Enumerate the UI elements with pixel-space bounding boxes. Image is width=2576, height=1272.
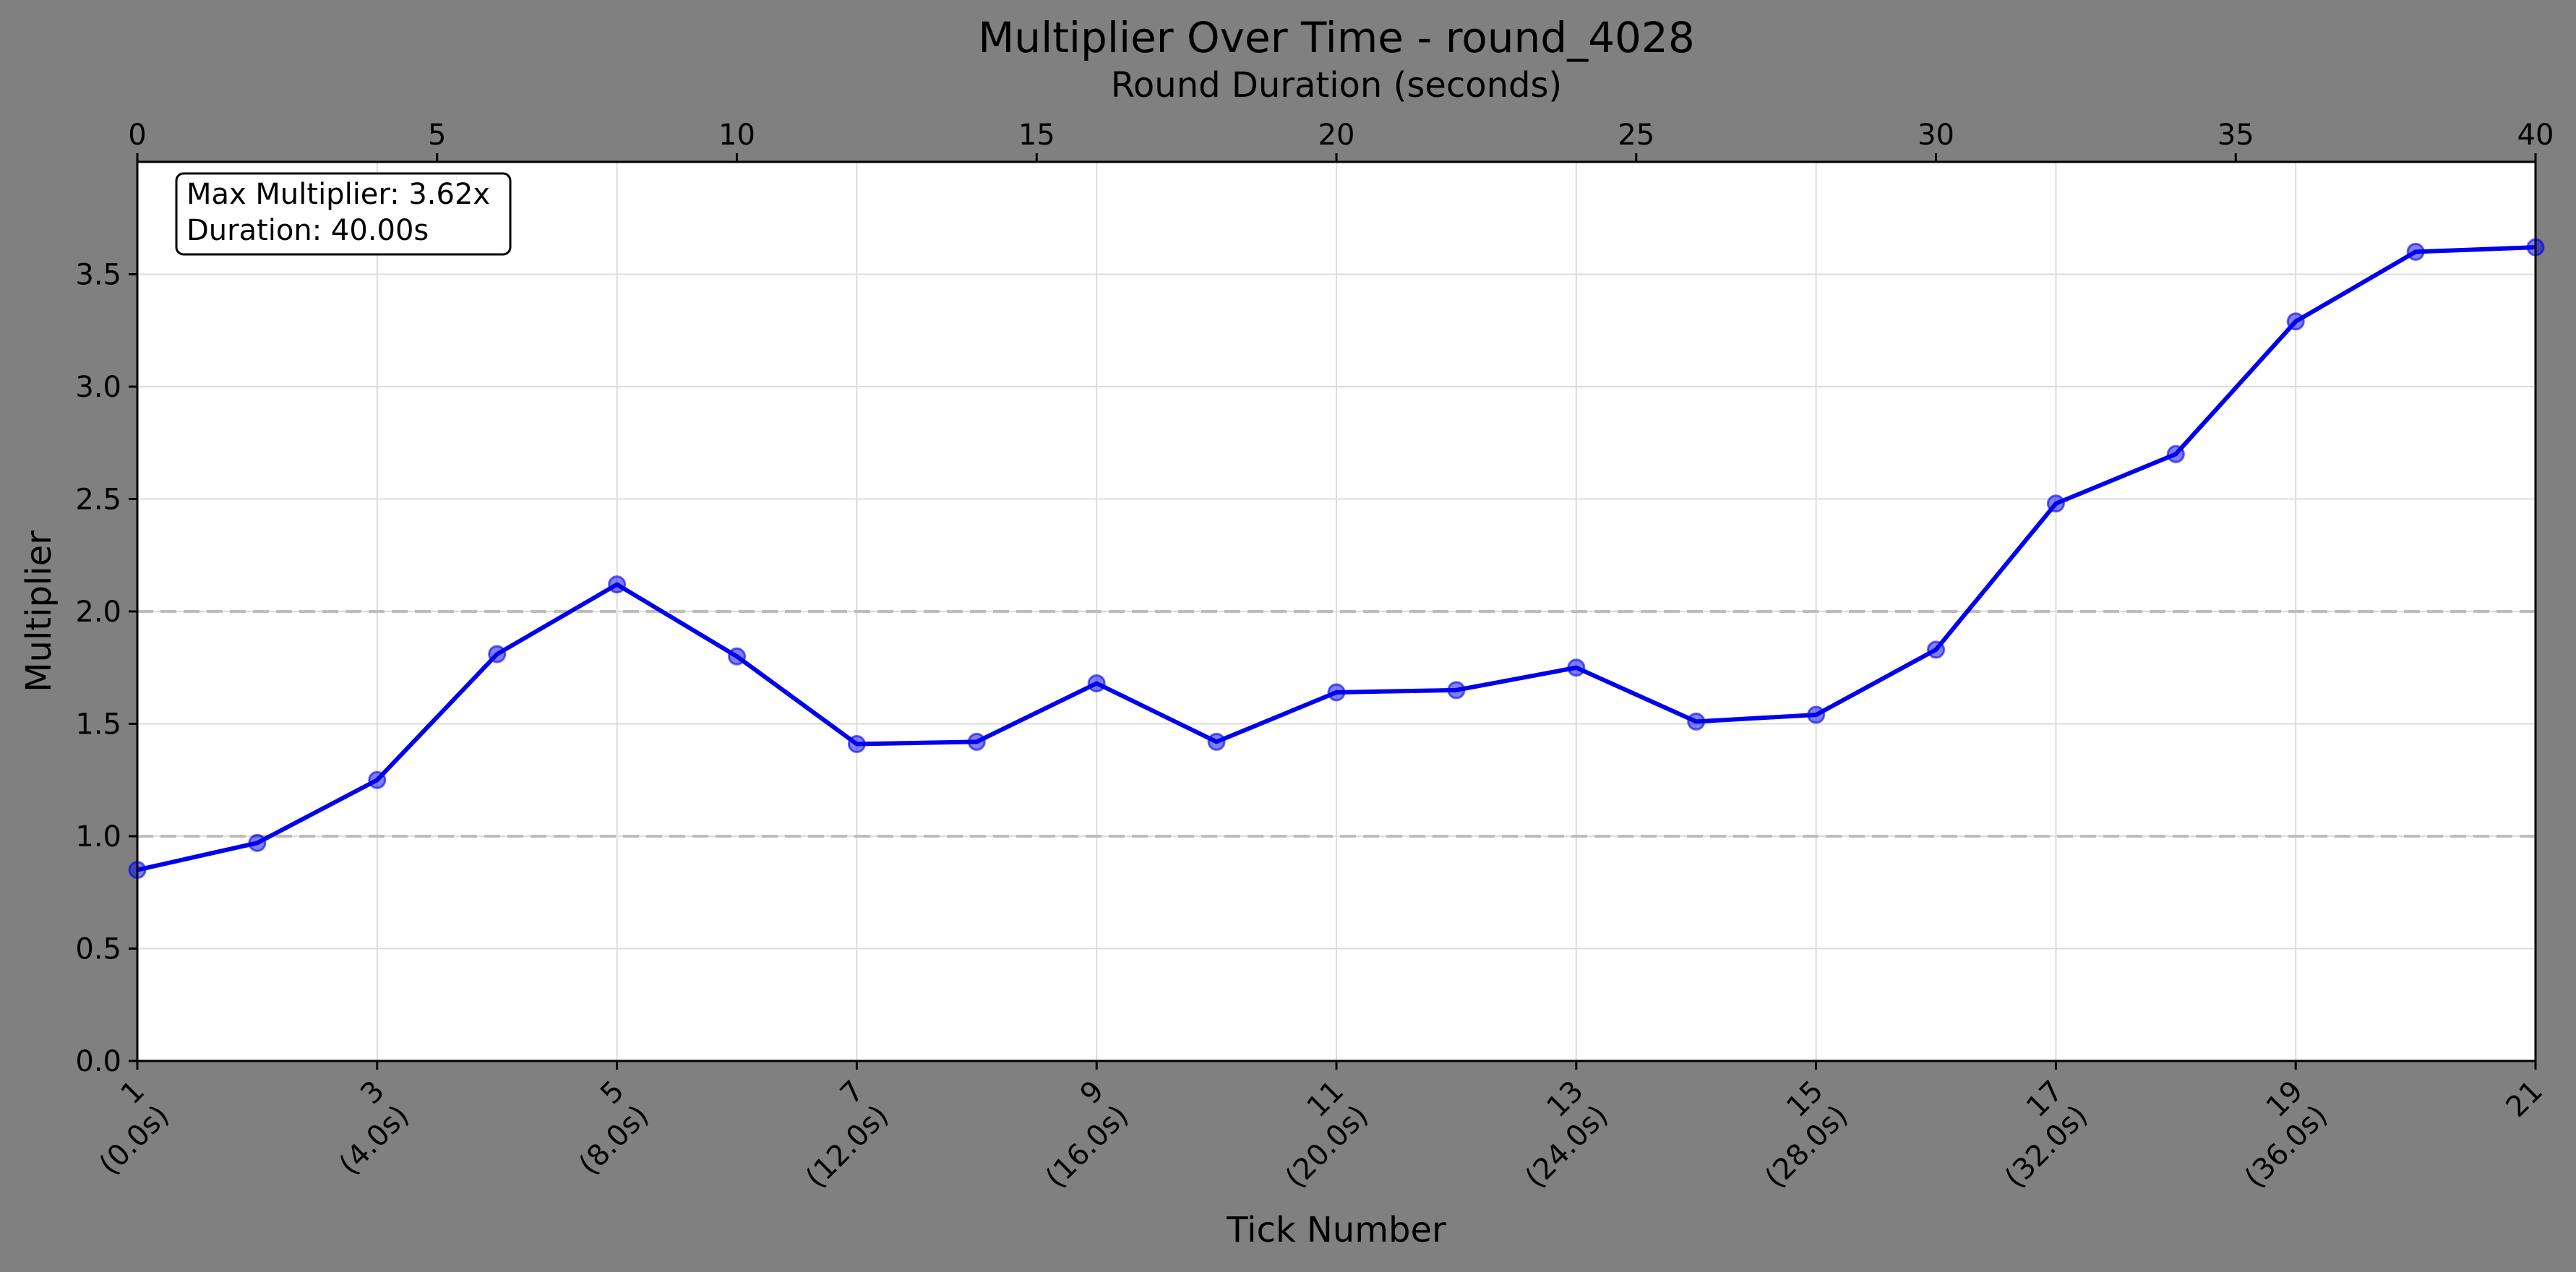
x-tick-label: 9(16.0s) (1015, 1075, 1135, 1195)
y-tick-label: 1.5 (75, 708, 121, 742)
data-point (608, 575, 627, 594)
chart-title: Multiplier Over Time - round_4028 (978, 13, 1694, 62)
x-tick-label-number: 21 (2500, 1075, 2550, 1125)
x-tick-label: 11(20.0s) (1255, 1075, 1375, 1195)
data-point (2046, 494, 2065, 513)
annotation-box: Max Multiplier: 3.62x Duration: 40.00s (175, 172, 512, 256)
data-point (728, 647, 746, 666)
data-point (1087, 674, 1106, 693)
x-tick-label-time: (16.0s) (1039, 1099, 1135, 1194)
x-tick-label: 3(4.0s) (309, 1075, 416, 1182)
annotation-max-multiplier: Max Multiplier: 3.62x (186, 178, 490, 211)
x-tick-label: 21 (2500, 1075, 2550, 1125)
secondary-x-tick-label: 5 (428, 119, 446, 152)
x-tick-label-time: (12.0s) (799, 1099, 895, 1194)
secondary-x-tick-label: 40 (2517, 119, 2554, 152)
x-tick-label-time: (8.0s) (572, 1099, 655, 1181)
data-point (2166, 444, 2185, 463)
x-tick-label: 7(12.0s) (775, 1075, 895, 1195)
x-tick-label: 19(36.0s) (2214, 1075, 2334, 1195)
x-tick-label: 1(0.0s) (69, 1075, 176, 1182)
data-point (1327, 683, 1346, 702)
y-tick-label: 1.0 (75, 820, 121, 854)
data-point (368, 770, 387, 789)
reference-lines (137, 610, 2536, 838)
data-point (488, 645, 507, 663)
data-point (967, 732, 986, 751)
secondary-x-tick-label: 0 (128, 119, 146, 152)
x-tick-label: 5(8.0s) (548, 1075, 655, 1182)
y-tick-label: 2.5 (75, 484, 121, 517)
y-tick-label: 0.0 (75, 1045, 121, 1078)
x-tick-label: 15(28.0s) (1734, 1075, 1854, 1195)
x-axis-label: Tick Number (1226, 1210, 1446, 1250)
data-point (1567, 658, 1586, 677)
secondary-x-axis-label: Round Duration (seconds) (1111, 65, 1563, 106)
data-point (1447, 681, 1466, 700)
secondary-x-tick-label: 35 (2217, 119, 2254, 152)
x-tick-label: 13(24.0s) (1495, 1075, 1615, 1195)
annotation-duration: Duration: 40.00s (186, 214, 429, 247)
data-point (1687, 712, 1706, 731)
x-tick-label: 17(32.0s) (1974, 1075, 2094, 1195)
data-point (1807, 705, 1826, 724)
secondary-x-tick-label: 30 (1918, 119, 1954, 152)
data-point (847, 734, 866, 753)
annotation-frame (175, 172, 512, 256)
data-point (1927, 640, 1945, 659)
secondary-x-tick-label: 25 (1618, 119, 1654, 152)
data-point (2286, 312, 2305, 331)
y-tick-label: 0.5 (75, 933, 121, 966)
y-tick-label: 3.0 (75, 371, 121, 404)
y-tick-label: 2.0 (75, 596, 121, 629)
data-point (248, 833, 267, 852)
y-tick-label: 3.5 (75, 259, 121, 292)
data-point (2406, 242, 2425, 261)
secondary-x-tick-label: 20 (1318, 119, 1355, 152)
x-tick-label-time: (0.0s) (93, 1099, 176, 1181)
secondary-x-tick-label: 15 (1018, 119, 1055, 152)
y-axis-label: Multiplier (19, 530, 59, 692)
data-point (1207, 732, 1226, 751)
secondary-x-tick-label: 10 (718, 119, 755, 152)
x-tick-label-time: (4.0s) (332, 1099, 415, 1181)
